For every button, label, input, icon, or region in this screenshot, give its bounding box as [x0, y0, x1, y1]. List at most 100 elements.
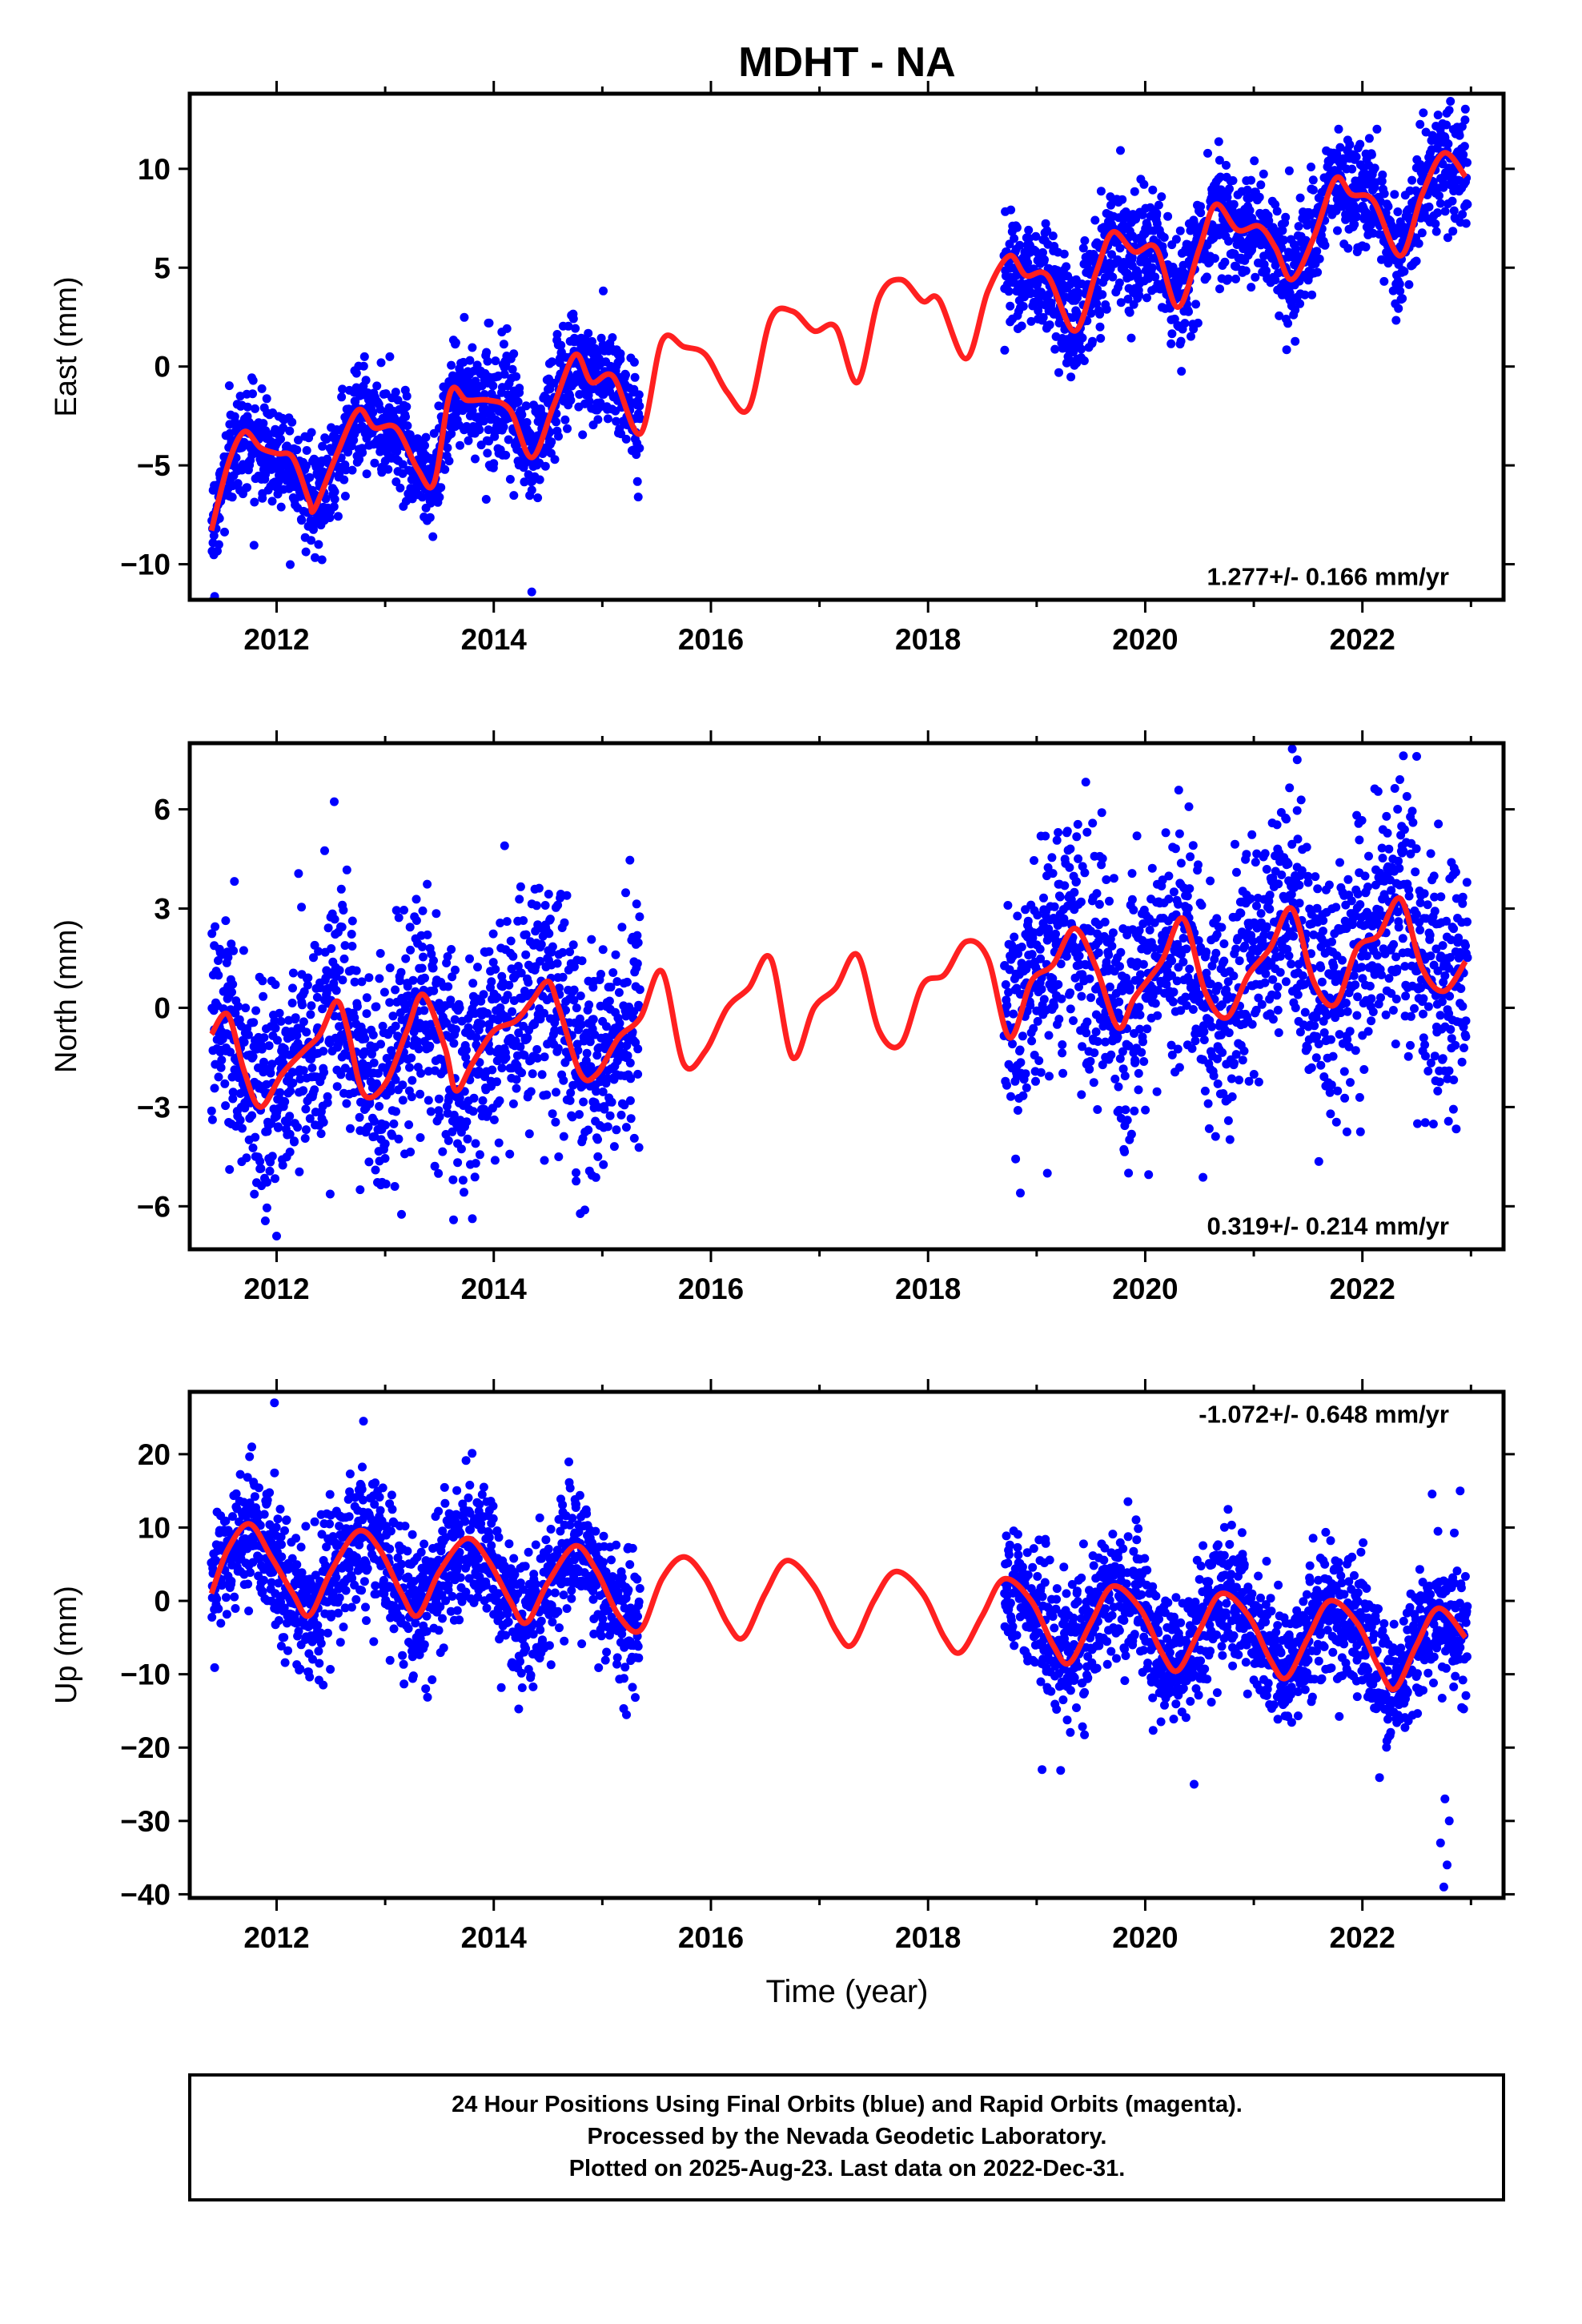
north-data-point: [1100, 917, 1110, 927]
east-data-point: [1142, 293, 1151, 303]
east-data-point: [1251, 272, 1260, 282]
north-data-point: [1125, 983, 1134, 992]
north-data-point: [1060, 881, 1070, 891]
north-data-point: [325, 1039, 335, 1047]
east-data-point: [1460, 142, 1469, 151]
east-data-point: [1038, 312, 1048, 322]
north-data-point: [629, 1133, 639, 1143]
east-data-point: [1283, 319, 1293, 328]
north-data-point: [540, 1052, 549, 1062]
east-data-point: [396, 483, 405, 493]
east-data-point: [243, 483, 251, 493]
east-data-point: [1108, 272, 1118, 282]
east-data-point: [1171, 235, 1181, 244]
x-tick-label: 2014: [461, 623, 528, 656]
north-data-point: [362, 993, 371, 1003]
east-data-point: [1367, 150, 1376, 159]
north-data-point: [299, 1017, 308, 1027]
north-data-point: [1235, 956, 1244, 966]
east-data-point: [1419, 108, 1428, 118]
east-data-point: [550, 455, 560, 464]
north-data-point: [635, 985, 644, 995]
north-data-point: [1088, 818, 1098, 828]
north-data-point: [1058, 1068, 1068, 1078]
north-data-point: [1085, 1064, 1094, 1074]
north-data-point: [1257, 999, 1267, 1009]
east-data-point: [475, 425, 484, 435]
north-data-point: [1231, 1050, 1241, 1059]
east-data-point: [1383, 202, 1393, 211]
north-data-point: [1094, 899, 1104, 909]
east-data-point: [391, 477, 401, 487]
y-tick-label: −5: [137, 449, 171, 482]
north-data-point: [605, 1111, 615, 1120]
north-data-point: [1036, 1068, 1046, 1077]
north-data-point: [508, 1099, 518, 1108]
north-data-point: [257, 1044, 267, 1054]
north-data-point: [404, 991, 413, 1000]
east-data-point: [339, 475, 349, 485]
north-data-point: [633, 938, 643, 947]
east-data-point: [1147, 263, 1157, 272]
east-data-point: [1165, 304, 1174, 313]
east-rate-label: 1.277+/- 0.166 mm/yr: [1207, 563, 1449, 591]
east-data-point: [337, 392, 347, 402]
north-data-point: [408, 1076, 417, 1085]
north-data-point: [611, 950, 620, 959]
north-data-point: [495, 1096, 504, 1105]
north-data-point: [1239, 1046, 1249, 1055]
north-data-point: [479, 990, 488, 999]
north-data-point: [404, 1120, 414, 1129]
east-data-point: [1215, 172, 1225, 182]
east-data-point: [309, 525, 318, 534]
north-data-point: [468, 979, 478, 988]
north-data-point: [1194, 860, 1203, 870]
east-data-point: [460, 312, 469, 322]
north-data-point: [623, 1051, 632, 1060]
y-tick-label: 0: [154, 351, 171, 384]
north-data-point: [1197, 900, 1207, 910]
north-data-point: [1121, 1105, 1130, 1115]
north-data-point: [1170, 844, 1180, 854]
north-data-point: [592, 1087, 601, 1096]
north-data-point: [1303, 871, 1313, 881]
east-data-point: [1351, 152, 1361, 162]
north-data-point: [391, 1075, 400, 1084]
north-data-point: [1002, 1000, 1012, 1010]
north-data-point: [488, 929, 498, 939]
north-data-point: [633, 1044, 643, 1054]
east-data-point: [1350, 219, 1359, 229]
north-data-point: [434, 1168, 444, 1178]
north-data-point: [342, 865, 351, 875]
east-data-point: [480, 390, 489, 399]
east-data-point: [1096, 334, 1106, 343]
north-data-point: [1284, 951, 1294, 960]
north-data-point: [1015, 1045, 1025, 1055]
east-data-point: [1284, 166, 1294, 175]
north-data-point: [551, 1117, 560, 1127]
north-data-point: [210, 1084, 219, 1093]
north-data-point: [260, 1216, 270, 1225]
north-data-point: [568, 1112, 577, 1122]
east-data-point: [368, 408, 378, 417]
north-data-point: [1260, 978, 1270, 987]
north-data-point: [1229, 971, 1239, 981]
north-data-point: [508, 951, 518, 961]
north-data-point: [596, 970, 605, 979]
north-data-point: [412, 916, 421, 925]
north-data-point: [1242, 850, 1251, 859]
east-data-point: [1079, 356, 1089, 365]
north-data-point: [1274, 879, 1283, 889]
north-data-point: [1013, 1106, 1022, 1115]
east-data-point: [1256, 180, 1266, 190]
east-frame: [187, 91, 1506, 602]
east-data-point: [340, 492, 350, 501]
north-data-point: [380, 1139, 390, 1148]
north-data-point: [1288, 898, 1298, 907]
north-data-point: [242, 1153, 251, 1163]
north-data-point: [1302, 842, 1311, 852]
north-data-point: [1109, 874, 1118, 883]
north-data-point: [1091, 1027, 1101, 1036]
north-data-point: [1011, 1154, 1021, 1164]
east-data-point: [1271, 199, 1280, 209]
